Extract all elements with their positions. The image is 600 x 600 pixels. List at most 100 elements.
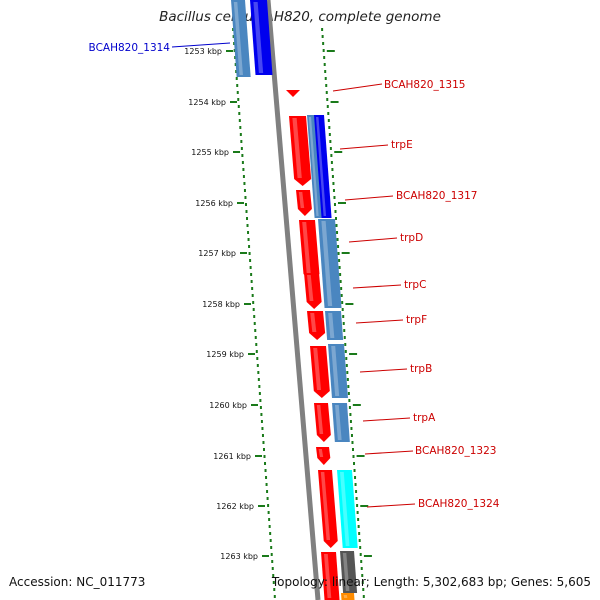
gene-feature-highlight xyxy=(335,405,342,440)
gene-feature[interactable] xyxy=(318,470,338,548)
gene-feature[interactable] xyxy=(340,551,358,593)
scale-tick-mark xyxy=(352,404,361,406)
gene-feature-highlight xyxy=(320,472,331,540)
scale-tick-mark xyxy=(363,555,372,557)
gene-feature[interactable] xyxy=(289,116,312,186)
gene-feature[interactable] xyxy=(250,0,273,75)
gene-leader-line xyxy=(348,237,398,243)
gene-label[interactable]: trpA xyxy=(413,412,436,424)
scale-tick-mark xyxy=(337,202,346,204)
gene-label[interactable]: trpC xyxy=(404,279,426,291)
scale-tick-label: 1258 kbp xyxy=(202,300,240,309)
gene-features[interactable] xyxy=(231,0,358,600)
gene-feature[interactable] xyxy=(307,115,324,218)
gene-feature[interactable] xyxy=(316,447,331,465)
gene-feature-highlight xyxy=(321,221,333,306)
scale-tick-mark xyxy=(330,101,339,103)
gene-label[interactable]: trpD xyxy=(400,232,423,244)
gene-feature-highlight xyxy=(302,222,311,273)
gene-feature-highlight xyxy=(328,313,335,338)
gene-label[interactable]: BCAH820_1315 xyxy=(384,79,465,91)
scale-tick-label: 1260 kbp xyxy=(209,401,247,410)
gene-feature[interactable] xyxy=(325,311,344,340)
gene-feature[interactable] xyxy=(307,311,326,340)
scale-tick-mark xyxy=(233,151,240,153)
gene-label[interactable]: trpB xyxy=(410,363,432,375)
gene-feature[interactable] xyxy=(286,90,300,97)
gene-feature-highlight xyxy=(233,2,243,75)
scale-tick-mark xyxy=(262,555,269,557)
scale-tick-label: 1254 kbp xyxy=(188,98,226,107)
scale-tick-mark xyxy=(334,151,343,153)
scale-tick-mark xyxy=(326,50,335,52)
gene-feature-highlight xyxy=(342,553,350,591)
gene-feature[interactable] xyxy=(337,470,358,548)
scale-tick-label: 1259 kbp xyxy=(206,350,244,359)
gene-feature[interactable] xyxy=(341,593,355,600)
gene-labels[interactable]: BCAH820_1314 BCAH820_1315 trpE BCAH820_1317… xyxy=(89,42,500,510)
scale-tick-mark xyxy=(230,101,237,103)
gene-label[interactable]: trpE xyxy=(391,139,413,151)
gene-feature-highlight xyxy=(298,192,305,208)
map-title: Bacillus cereus AH820, complete genome xyxy=(159,9,441,25)
gene-leader-line xyxy=(339,144,389,150)
gene-feature-highlight xyxy=(324,554,332,598)
gene-leader-line xyxy=(352,284,402,289)
chromosome-backbone xyxy=(265,0,321,600)
gene-leader-line xyxy=(344,195,394,201)
scale-tick-label: 1262 kbp xyxy=(216,502,254,511)
gene-label[interactable]: trpF xyxy=(406,314,427,326)
scale-tick-mark xyxy=(258,505,265,507)
scale-tick-label: 1263 kbp xyxy=(220,552,258,561)
scale-tick-mark xyxy=(226,50,233,52)
gene-feature-highlight xyxy=(253,2,264,73)
scale-ticks: 1253 kbp 1254 kbp 1255 kbp 1256 kbp 1257 kbp… xyxy=(184,47,372,561)
gene-label[interactable]: BCAH820_1314 xyxy=(89,42,171,54)
gene-feature-highlight xyxy=(318,449,324,457)
gene-feature-highlight xyxy=(313,348,322,390)
gene-leader-line xyxy=(364,450,414,455)
gene-feature[interactable] xyxy=(314,403,331,442)
gene-feature-highlight xyxy=(310,313,317,332)
gene-leader-line xyxy=(366,503,416,508)
gene-feature-highlight xyxy=(340,472,350,546)
gene-feature[interactable] xyxy=(332,403,350,442)
gene-feature-highlight xyxy=(316,405,324,434)
right-tick-track xyxy=(321,28,365,598)
scale-tick-mark xyxy=(237,202,244,204)
scale-tick-mark xyxy=(248,353,255,355)
scale-tick-label: 1255 kbp xyxy=(191,148,229,157)
gene-feature[interactable] xyxy=(231,0,251,77)
gene-feature[interactable] xyxy=(310,346,330,398)
scale-tick-mark xyxy=(349,353,358,355)
scale-tick-mark xyxy=(244,303,251,305)
backbone-line xyxy=(265,0,321,600)
gene-feature[interactable] xyxy=(304,273,322,309)
gene-label[interactable]: BCAH820_1317 xyxy=(396,190,477,202)
scale-tick-label: 1256 kbp xyxy=(195,199,233,208)
scale-tick-mark xyxy=(360,505,369,507)
scale-tick-label: 1253 kbp xyxy=(184,47,222,56)
gene-leader-line xyxy=(362,417,411,422)
gene-leader-line xyxy=(332,83,383,92)
gene-leader-line xyxy=(359,368,408,373)
gene-feature-highlight xyxy=(292,118,302,178)
gene-feature[interactable] xyxy=(318,219,342,308)
gene-feature-highlight xyxy=(331,346,340,396)
gene-feature-highlight xyxy=(308,117,319,216)
gene-feature[interactable] xyxy=(296,190,312,216)
gene-label[interactable]: BCAH820_1323 xyxy=(415,445,496,457)
gene-feature[interactable] xyxy=(321,552,340,600)
gene-leader-line xyxy=(355,319,404,324)
gene-feature[interactable] xyxy=(299,220,320,281)
gene-leader-line xyxy=(171,42,231,48)
gene-feature-highlight xyxy=(316,117,327,216)
gene-feature[interactable] xyxy=(328,344,348,398)
scale-tick-label: 1257 kbp xyxy=(198,249,236,258)
left-tick-track xyxy=(232,28,276,598)
scale-tick-mark xyxy=(356,455,365,457)
gene-feature[interactable] xyxy=(314,115,332,218)
gene-label[interactable]: BCAH820_1324 xyxy=(418,498,500,510)
scale-tick-mark xyxy=(341,252,350,254)
